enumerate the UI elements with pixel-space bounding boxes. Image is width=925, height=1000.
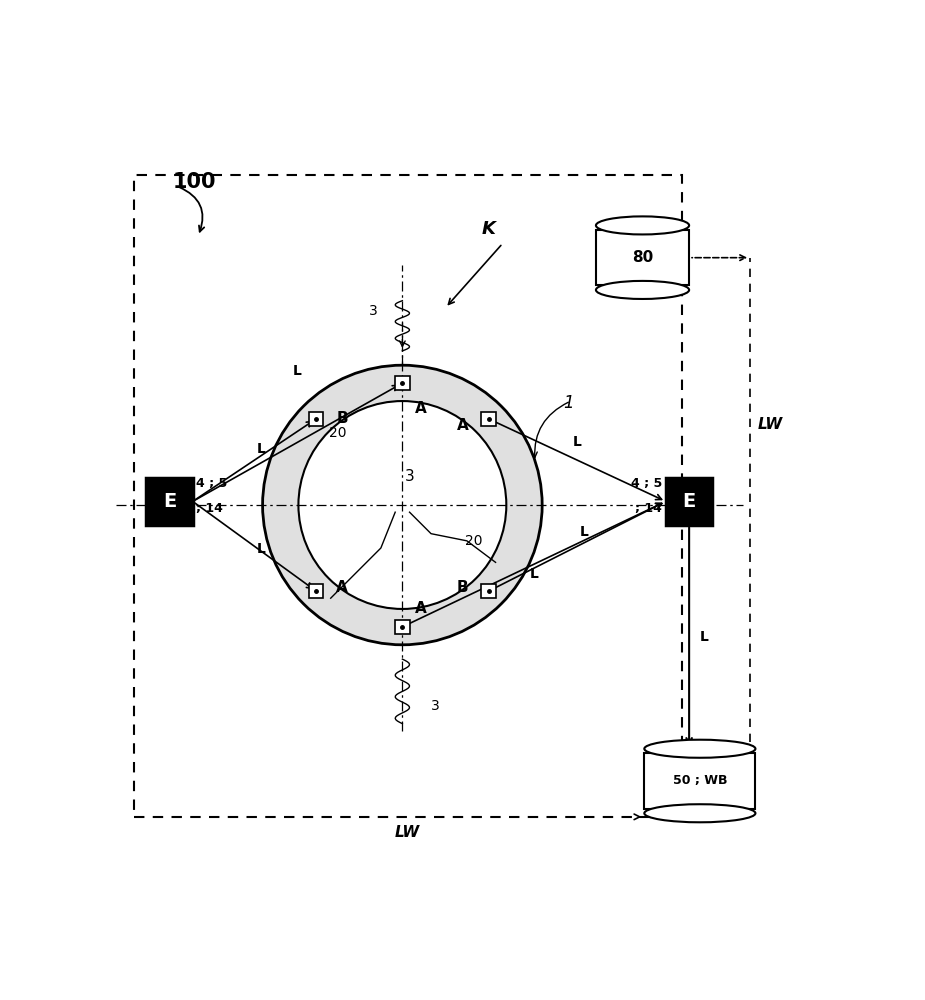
Circle shape — [263, 365, 542, 645]
Ellipse shape — [645, 740, 756, 758]
Text: 3: 3 — [404, 469, 414, 484]
Ellipse shape — [596, 216, 689, 234]
Text: 100: 100 — [173, 172, 216, 192]
Text: K: K — [481, 220, 496, 238]
Bar — [395, 620, 410, 634]
Text: L: L — [530, 567, 538, 581]
Text: 20: 20 — [465, 534, 483, 548]
Circle shape — [299, 401, 506, 609]
Bar — [146, 478, 192, 525]
Text: E: E — [683, 492, 696, 511]
Text: A: A — [457, 418, 468, 433]
Bar — [309, 412, 324, 426]
Bar — [596, 230, 689, 285]
Bar — [481, 584, 496, 598]
Text: 1: 1 — [563, 394, 574, 412]
Ellipse shape — [596, 281, 689, 299]
Text: LW: LW — [395, 825, 420, 840]
Bar — [645, 753, 756, 809]
Text: 4 ; 5: 4 ; 5 — [631, 477, 662, 490]
Text: L: L — [580, 525, 589, 539]
Text: 50 ; WB: 50 ; WB — [672, 774, 727, 787]
Text: A: A — [337, 580, 348, 595]
Text: L: L — [257, 442, 266, 456]
Text: L: L — [257, 542, 266, 556]
Text: 20: 20 — [329, 426, 347, 440]
Bar — [481, 412, 496, 426]
Text: 3: 3 — [368, 304, 377, 318]
Bar — [309, 584, 324, 598]
Text: LW: LW — [758, 417, 783, 432]
Text: L: L — [293, 364, 302, 378]
Text: 80: 80 — [632, 250, 653, 265]
Text: A: A — [415, 601, 427, 616]
Text: B: B — [457, 580, 468, 595]
Text: ; 14: ; 14 — [635, 502, 662, 515]
Text: L: L — [700, 630, 709, 644]
Text: ; 14: ; 14 — [196, 502, 223, 515]
Text: B: B — [337, 411, 348, 426]
Bar — [395, 376, 410, 390]
Bar — [666, 478, 712, 525]
Text: A: A — [415, 401, 427, 416]
Bar — [133, 175, 682, 817]
Text: E: E — [163, 492, 176, 511]
Text: 3: 3 — [431, 699, 439, 713]
Text: L: L — [573, 435, 582, 449]
Ellipse shape — [645, 804, 756, 822]
Text: 4 ; 5: 4 ; 5 — [196, 477, 228, 490]
